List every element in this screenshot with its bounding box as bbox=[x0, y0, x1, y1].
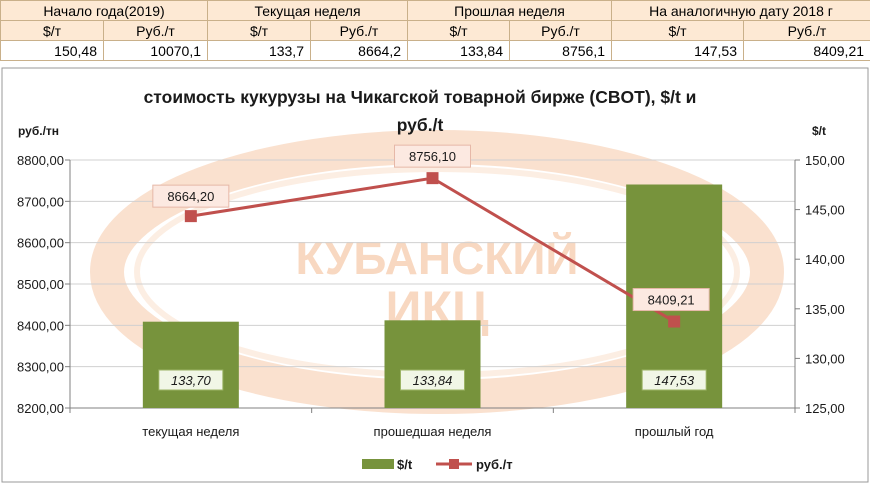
bar-value-label: 147,53 bbox=[654, 373, 695, 388]
bar bbox=[143, 322, 239, 408]
category-label: прошлый год bbox=[635, 424, 714, 439]
right-tick-label: 140,00 bbox=[805, 252, 845, 267]
subheader-cell: Руб./т bbox=[744, 21, 870, 41]
chart-title-line2: руб./t bbox=[397, 115, 444, 135]
value-cell: 147,53 bbox=[612, 41, 744, 61]
right-tick-label: 135,00 bbox=[805, 302, 845, 317]
value-cell: 8756,1 bbox=[510, 41, 612, 61]
left-tick-label: 8400,00 bbox=[17, 318, 64, 333]
subheader-cell: $/т bbox=[1, 21, 104, 41]
subheader-cell: Руб./т bbox=[311, 21, 408, 41]
line-point bbox=[668, 316, 680, 328]
legend-label-rub: руб./т bbox=[476, 457, 513, 472]
category-label: прошедшая неделя bbox=[374, 424, 492, 439]
subheader-cell: Руб./т bbox=[510, 21, 612, 41]
left-tick-label: 8700,00 bbox=[17, 194, 64, 209]
chart-container: КУБАНСКИЙ ИКЦ стоимость кукурузы на Чика… bbox=[0, 66, 870, 484]
line-point bbox=[427, 172, 439, 184]
left-tick-label: 8800,00 bbox=[17, 153, 64, 168]
left-tick-label: 8200,00 bbox=[17, 401, 64, 416]
line-point bbox=[185, 210, 197, 222]
right-tick-label: 130,00 bbox=[805, 351, 845, 366]
legend-label-usd: $/t bbox=[397, 457, 413, 472]
group-header-last-year: На аналогичную дату 2018 г bbox=[612, 1, 870, 21]
value-cell: 150,48 bbox=[1, 41, 104, 61]
group-header-year-start: Начало года(2019) bbox=[1, 1, 208, 21]
category-label: текущая неделя bbox=[142, 424, 239, 439]
value-cell: 10070,1 bbox=[104, 41, 208, 61]
right-tick-label: 150,00 bbox=[805, 153, 845, 168]
value-cell: 8409,21 bbox=[744, 41, 870, 61]
subheader-cell: $/т bbox=[612, 21, 744, 41]
right-axis-title: $/t bbox=[812, 124, 826, 138]
left-axis-title: руб./тн bbox=[18, 124, 59, 138]
legend-marker-rub bbox=[449, 459, 459, 469]
right-tick-label: 125,00 bbox=[805, 401, 845, 416]
group-header-current-week: Текущая неделя bbox=[208, 1, 408, 21]
bar bbox=[385, 320, 481, 408]
subheader-cell: $/т bbox=[408, 21, 510, 41]
summary-table: Начало года(2019) Текущая неделя Прошлая… bbox=[0, 0, 870, 61]
line-value-label: 8756,10 bbox=[409, 149, 456, 164]
left-tick-label: 8300,00 bbox=[17, 360, 64, 375]
line-value-label: 8664,20 bbox=[167, 189, 214, 204]
value-cell: 133,84 bbox=[408, 41, 510, 61]
legend-swatch-usd bbox=[362, 459, 394, 469]
corn-price-chart: КУБАНСКИЙ ИКЦ стоимость кукурузы на Чика… bbox=[0, 66, 870, 484]
bar-value-label: 133,84 bbox=[413, 373, 453, 388]
subheader-cell: $/т bbox=[208, 21, 311, 41]
right-tick-label: 145,00 bbox=[805, 203, 845, 218]
value-cell: 8664,2 bbox=[311, 41, 408, 61]
left-tick-label: 8600,00 bbox=[17, 236, 64, 251]
group-header-last-week: Прошлая неделя bbox=[408, 1, 612, 21]
left-tick-label: 8500,00 bbox=[17, 277, 64, 292]
value-cell: 133,7 bbox=[208, 41, 311, 61]
bar-value-label: 133,70 bbox=[171, 373, 212, 388]
chart-title-line1: стоимость кукурузы на Чикагской товарной… bbox=[144, 87, 697, 107]
line-value-label: 8409,21 bbox=[648, 293, 695, 308]
subheader-cell: Руб./т bbox=[104, 21, 208, 41]
